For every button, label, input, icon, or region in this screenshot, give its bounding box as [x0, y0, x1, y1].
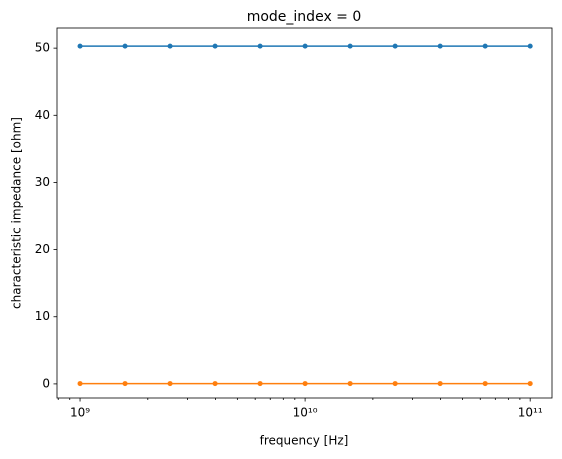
point	[482, 381, 488, 387]
point	[437, 381, 443, 387]
point	[77, 43, 83, 49]
point	[167, 381, 173, 387]
x-axis-label: frequency [Hz]	[260, 434, 349, 448]
x-tick-label: 10⁹	[70, 406, 90, 420]
point	[482, 43, 488, 49]
x-tick-label: 10¹¹	[518, 406, 543, 420]
y-tick-label: 20	[35, 242, 50, 256]
y-tick-label: 10	[35, 309, 50, 323]
y-tick-label: 30	[35, 175, 50, 189]
point	[347, 381, 353, 387]
y-tick-label: 50	[35, 41, 50, 55]
point	[347, 43, 353, 49]
x-tick-label: 10¹⁰	[293, 406, 318, 420]
point	[212, 381, 218, 387]
point	[212, 43, 218, 49]
y-tick-label: 0	[42, 376, 50, 390]
point	[257, 381, 263, 387]
point	[257, 43, 263, 49]
plot-frame	[56, 27, 553, 399]
chart-title: mode_index = 0	[247, 9, 362, 25]
point	[527, 43, 533, 49]
point	[77, 381, 83, 387]
point	[167, 43, 173, 49]
point	[302, 381, 308, 387]
y-axis-label: characteristic impedance [ohm]	[10, 117, 24, 309]
point	[392, 43, 398, 49]
y-tick-label: 40	[35, 108, 50, 122]
point	[122, 43, 128, 49]
point	[527, 381, 533, 387]
point	[302, 43, 308, 49]
point	[437, 43, 443, 49]
point	[392, 381, 398, 387]
point	[122, 381, 128, 387]
